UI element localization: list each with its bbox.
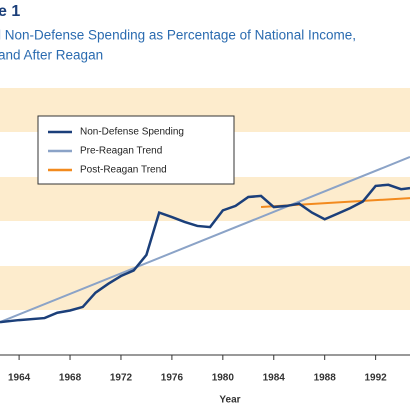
x-axis-title: Year	[219, 395, 240, 406]
chart-subtitle: l Non-Defense Spending as Percentage of …	[0, 28, 356, 43]
x-tick-label: 1976	[161, 373, 184, 384]
chart-subtitle: and After Reagan	[0, 48, 103, 63]
x-tick-label: 1988	[314, 373, 337, 384]
x-tick-label: 1972	[110, 373, 133, 384]
series-line	[0, 156, 410, 323]
x-tick-label: 1964	[8, 373, 31, 384]
legend-label: Post-Reagan Trend	[80, 165, 167, 176]
legend-label: Pre-Reagan Trend	[80, 146, 162, 157]
x-tick-label: 1968	[59, 373, 82, 384]
x-tick-label: 1992	[364, 373, 387, 384]
legend-label: Non-Defense Spending	[80, 127, 184, 138]
x-tick-label: 1980	[212, 373, 235, 384]
band	[0, 266, 410, 310]
chart-title: e 1	[0, 3, 20, 20]
series-line	[0, 183, 410, 324]
x-tick-label: 1984	[263, 373, 286, 384]
